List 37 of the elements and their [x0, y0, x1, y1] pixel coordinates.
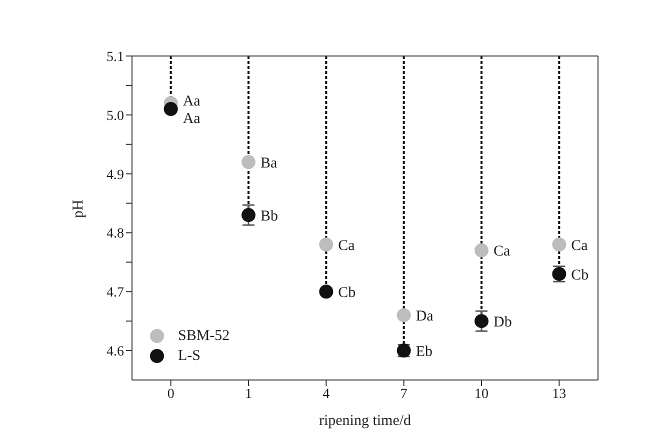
x-tick-label: 4: [322, 386, 330, 402]
point: [242, 208, 256, 222]
annotation: Bb: [260, 208, 278, 224]
x-tick-label: 0: [167, 386, 174, 402]
x-axis-title: ripening time/d: [318, 413, 412, 429]
legend-label: L-S: [178, 347, 200, 366]
x-tick-label: 7: [400, 386, 408, 402]
point: [319, 238, 334, 252]
point: [474, 314, 488, 328]
point: [474, 243, 488, 258]
point: [396, 308, 411, 322]
annotation: Da: [416, 308, 434, 325]
annotation: Db: [494, 314, 512, 330]
legend-label: SBM-52: [178, 327, 230, 346]
annotation: Aa: [182, 94, 201, 110]
x-tick-label: 1: [245, 386, 252, 402]
point: [552, 238, 566, 252]
annotation: Ca: [571, 238, 588, 254]
y-axis-title: pH: [70, 200, 86, 218]
annotation: Aa: [182, 111, 201, 128]
annotation: Ba: [260, 155, 278, 172]
y-tick-label: 5.1: [106, 50, 124, 65]
annotation: Ca: [338, 238, 356, 254]
annotation: Cb: [338, 284, 356, 301]
y-tick-label: 4.7: [106, 286, 124, 301]
annotation: Eb: [416, 344, 433, 360]
y-tick-label: 4.6: [106, 344, 124, 360]
y-tick-label: 5.0: [106, 108, 124, 124]
point: [242, 155, 256, 170]
annotation: Ca: [494, 244, 511, 260]
x-tick-label: 10: [474, 386, 488, 402]
point: [164, 102, 178, 116]
y-tick-label: 4.8: [106, 226, 124, 242]
point: [319, 284, 334, 299]
y-tick-label: 4.9: [106, 168, 124, 183]
annotation: Cb: [571, 267, 589, 284]
x-tick-label: 13: [552, 386, 566, 402]
